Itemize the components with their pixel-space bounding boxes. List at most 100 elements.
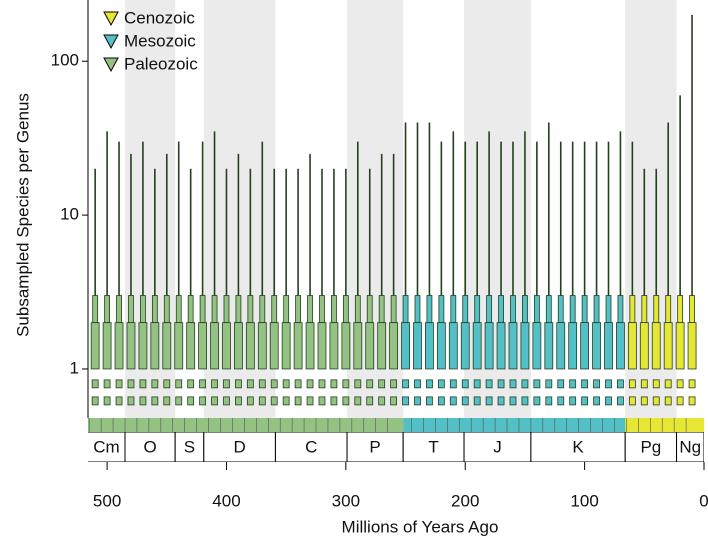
lower-mark <box>545 379 553 389</box>
box-main <box>472 322 482 370</box>
box-main <box>604 322 613 370</box>
lower-mark <box>593 396 600 406</box>
lower-mark <box>473 379 481 389</box>
lower-mark <box>509 379 517 389</box>
period-box <box>203 431 276 462</box>
box-main <box>544 322 554 370</box>
lower-mark <box>426 379 433 389</box>
box-upper <box>247 295 254 324</box>
lower-mark <box>354 396 362 406</box>
lower-mark <box>187 379 195 389</box>
lower-mark <box>414 396 421 406</box>
box-main <box>580 322 590 370</box>
x-tick-label: 400 <box>212 491 240 510</box>
box-main <box>425 322 434 370</box>
box-upper <box>342 295 349 324</box>
lower-mark <box>449 396 457 406</box>
box-main <box>616 322 625 370</box>
box-upper <box>414 295 421 324</box>
box-main <box>377 322 387 370</box>
box-upper <box>390 295 397 324</box>
box-main <box>448 322 458 370</box>
box-upper <box>366 295 373 324</box>
lower-mark <box>676 379 684 389</box>
period-box <box>88 431 126 462</box>
box-upper <box>474 295 481 324</box>
box-main <box>293 322 303 370</box>
box-main <box>496 322 506 370</box>
lower-mark <box>617 379 624 389</box>
box-main <box>150 322 160 370</box>
box-upper <box>331 295 337 324</box>
lower-mark <box>246 379 254 389</box>
era-bar <box>88 418 404 432</box>
period-box <box>402 431 465 462</box>
box-upper <box>629 295 636 324</box>
lower-mark <box>211 396 218 406</box>
lower-mark <box>593 379 600 389</box>
box-main <box>222 322 231 370</box>
box-main <box>341 322 351 370</box>
lower-mark <box>628 396 636 406</box>
legend-label: Cenozoic <box>124 8 195 27</box>
lower-mark <box>688 396 696 406</box>
box-main <box>556 322 566 370</box>
box-main <box>210 322 219 370</box>
box-main <box>114 322 124 370</box>
box-upper <box>354 295 361 324</box>
box-upper <box>677 295 684 324</box>
period-box <box>624 431 678 462</box>
lower-mark <box>211 379 218 389</box>
period-box <box>676 431 704 462</box>
lower-mark <box>676 396 684 406</box>
box-main <box>651 322 661 370</box>
box-upper <box>510 295 516 324</box>
box-main <box>126 322 136 370</box>
box-upper <box>378 295 385 324</box>
period-label: P <box>369 437 380 456</box>
lower-mark <box>246 396 254 406</box>
lower-mark <box>91 396 99 406</box>
x-tick-label: 100 <box>570 491 598 510</box>
lower-mark <box>497 396 505 406</box>
box-upper <box>283 295 290 324</box>
box-upper <box>295 295 302 324</box>
box-main <box>508 322 518 370</box>
x-tick-label: 200 <box>451 491 479 510</box>
lower-mark <box>581 379 589 389</box>
x-tick-label: 500 <box>93 491 121 510</box>
lower-mark <box>581 396 589 406</box>
lower-mark <box>163 396 171 406</box>
lower-mark <box>354 379 362 389</box>
x-tick-label: 0 <box>699 491 708 510</box>
lower-mark <box>342 396 350 406</box>
lower-mark <box>390 379 398 389</box>
lower-mark <box>258 396 266 406</box>
lower-mark <box>437 379 445 389</box>
lower-mark <box>426 396 433 406</box>
box-upper <box>307 295 313 324</box>
box-upper <box>319 295 325 324</box>
period-box <box>530 431 626 462</box>
box-upper <box>653 295 660 324</box>
lower-mark <box>640 379 648 389</box>
lower-mark <box>366 396 374 406</box>
period-label: Ng <box>679 437 701 456</box>
lower-mark <box>461 396 469 406</box>
lower-mark <box>294 379 302 389</box>
lower-mark <box>103 379 111 389</box>
lower-mark <box>402 396 409 406</box>
lower-mark <box>294 396 302 406</box>
y-axis-title: Subsampled Species per Genus <box>13 93 32 337</box>
box-main <box>162 322 172 370</box>
box-upper <box>545 295 552 324</box>
box-upper <box>593 295 600 324</box>
box-main <box>460 322 470 370</box>
era-bar <box>625 418 704 432</box>
box-upper <box>689 295 695 324</box>
x-tick-label: 300 <box>332 491 360 510</box>
lower-mark <box>521 396 529 406</box>
box-main <box>305 322 315 370</box>
lower-mark <box>330 379 338 389</box>
box-upper <box>533 295 540 324</box>
